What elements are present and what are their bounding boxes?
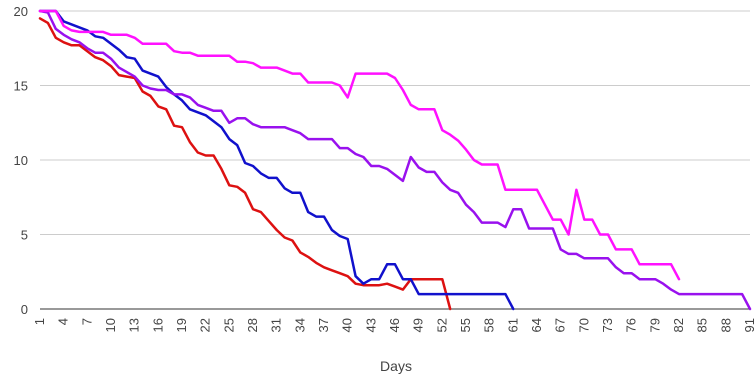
x-tick-label: 25 bbox=[221, 318, 236, 332]
x-tick-label: 67 bbox=[553, 318, 568, 332]
x-tick-label: 58 bbox=[482, 318, 497, 332]
x-tick-label: 19 bbox=[174, 318, 189, 332]
series-line-1 bbox=[38, 17, 452, 311]
grid bbox=[40, 10, 750, 235]
x-tick-label: 64 bbox=[529, 318, 544, 332]
y-tick-label: 10 bbox=[14, 153, 28, 168]
y-tick-label: 0 bbox=[21, 302, 28, 317]
x-tick-label: 37 bbox=[316, 318, 331, 332]
y-tick-label: 15 bbox=[14, 79, 28, 94]
series-line-2 bbox=[38, 9, 515, 311]
x-axis-ticks: 1 4 7 10 13 16 19 22 25 28 31 34 37 40 43 46 49 52 55 58 61 6… bbox=[32, 318, 754, 332]
x-axis-title: Days bbox=[380, 358, 412, 374]
y-axis-ticks: 0 5 10 15 20 bbox=[14, 4, 28, 317]
x-tick-label: 10 bbox=[103, 318, 118, 332]
x-tick-label: 70 bbox=[576, 318, 591, 332]
x-tick-label: 34 bbox=[292, 318, 307, 332]
x-tick-label: 76 bbox=[624, 318, 639, 332]
x-tick-label: 88 bbox=[718, 318, 733, 332]
x-tick-label: 43 bbox=[363, 318, 378, 332]
x-tick-label: 1 bbox=[32, 318, 47, 325]
x-tick-label: 52 bbox=[434, 318, 449, 332]
x-tick-label: 28 bbox=[245, 318, 260, 332]
x-tick-label: 73 bbox=[600, 318, 615, 332]
x-tick-label: 79 bbox=[647, 318, 662, 332]
x-tick-label: 16 bbox=[150, 318, 165, 332]
x-tick-label: 55 bbox=[458, 318, 473, 332]
x-tick-label: 91 bbox=[742, 318, 754, 332]
series-line-4 bbox=[38, 9, 681, 281]
y-tick-label: 5 bbox=[21, 228, 28, 243]
x-tick-label: 22 bbox=[198, 318, 213, 332]
series-line-3 bbox=[38, 9, 752, 311]
x-tick-label: 61 bbox=[505, 318, 520, 332]
x-tick-label: 49 bbox=[411, 318, 426, 332]
x-tick-label: 46 bbox=[387, 318, 402, 332]
x-tick-label: 31 bbox=[269, 318, 284, 332]
x-tick-label: 85 bbox=[695, 318, 710, 332]
x-tick-label: 7 bbox=[79, 318, 94, 325]
x-tick-label: 40 bbox=[340, 318, 355, 332]
y-tick-label: 20 bbox=[14, 4, 28, 19]
series-group bbox=[38, 9, 752, 311]
x-tick-label: 4 bbox=[56, 318, 71, 325]
x-tick-label: 13 bbox=[127, 318, 142, 332]
x-tick-label: 82 bbox=[671, 318, 686, 332]
